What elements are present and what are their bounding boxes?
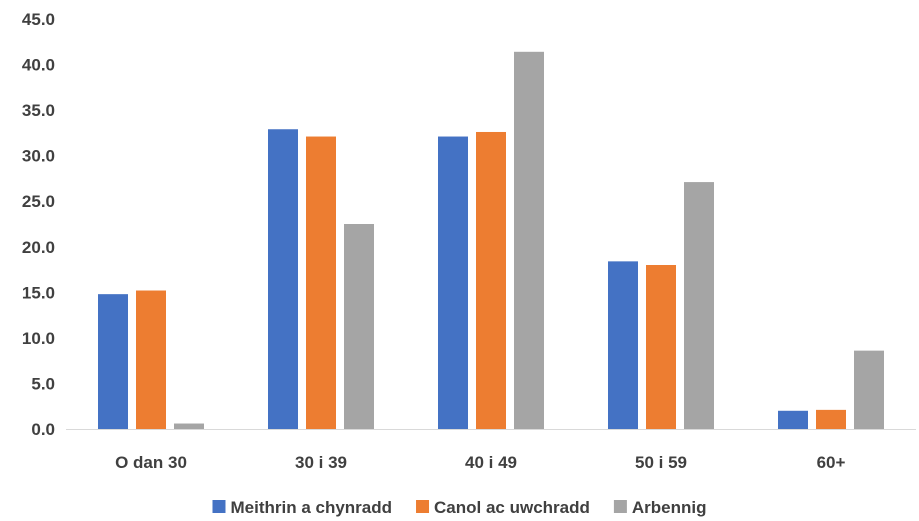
y-tick-label: 45.0 bbox=[22, 10, 55, 29]
y-tick-label: 30.0 bbox=[22, 147, 55, 166]
bar-meithrin-a-chynradd-4 bbox=[778, 410, 808, 429]
y-tick-label: 10.0 bbox=[22, 329, 55, 348]
legend-label: Meithrin a chynradd bbox=[230, 498, 392, 517]
legend-swatch bbox=[416, 500, 430, 513]
legend-swatch bbox=[212, 500, 226, 513]
bar-meithrin-a-chynradd-0 bbox=[98, 294, 128, 429]
x-tick-label: 30 i 39 bbox=[295, 453, 347, 472]
y-tick-label: 35.0 bbox=[22, 101, 55, 120]
y-tick-label: 25.0 bbox=[22, 192, 55, 211]
bar-arbennig-3 bbox=[684, 182, 714, 429]
bar-meithrin-a-chynradd-3 bbox=[608, 261, 638, 429]
y-tick-label: 5.0 bbox=[31, 374, 55, 393]
bar-canol-ac-uwchradd-3 bbox=[646, 265, 676, 429]
legend-label: Arbennig bbox=[632, 498, 707, 517]
x-tick-label: O dan 30 bbox=[115, 453, 187, 472]
legend-swatch bbox=[613, 500, 627, 513]
y-tick-label: 20.0 bbox=[22, 238, 55, 257]
y-tick-label: 40.0 bbox=[22, 56, 55, 75]
x-axis: O dan 30 30 i 39 40 i 49 50 i 59 60+ bbox=[115, 453, 845, 472]
bar-canol-ac-uwchradd-2 bbox=[476, 131, 506, 429]
bar-arbennig-2 bbox=[514, 51, 544, 430]
x-tick-label: 60+ bbox=[817, 453, 846, 472]
legend: Meithrin a chynradd Canol ac uwchradd Arbe… bbox=[212, 498, 707, 517]
x-tick-label: 40 i 49 bbox=[465, 453, 517, 472]
x-tick-label: 50 i 59 bbox=[635, 453, 687, 472]
y-tick-label: 15.0 bbox=[22, 283, 55, 302]
bar-canol-ac-uwchradd-0 bbox=[136, 290, 166, 429]
bar-meithrin-a-chynradd-1 bbox=[268, 129, 298, 429]
bar-canol-ac-uwchradd-4 bbox=[816, 409, 846, 429]
bar-arbennig-1 bbox=[344, 224, 374, 429]
bars bbox=[98, 51, 884, 430]
bar-arbennig-4 bbox=[854, 350, 884, 429]
bar-arbennig-0 bbox=[174, 423, 204, 429]
y-axis: 0.0 5.0 10.0 15.0 20.0 25.0 30.0 35.0 40.0 45.0 bbox=[22, 10, 55, 439]
legend-label: Canol ac uwchradd bbox=[434, 498, 590, 517]
y-tick-label: 0.0 bbox=[31, 420, 55, 439]
bar-canol-ac-uwchradd-1 bbox=[306, 136, 336, 430]
bar-meithrin-a-chynradd-2 bbox=[438, 136, 468, 430]
